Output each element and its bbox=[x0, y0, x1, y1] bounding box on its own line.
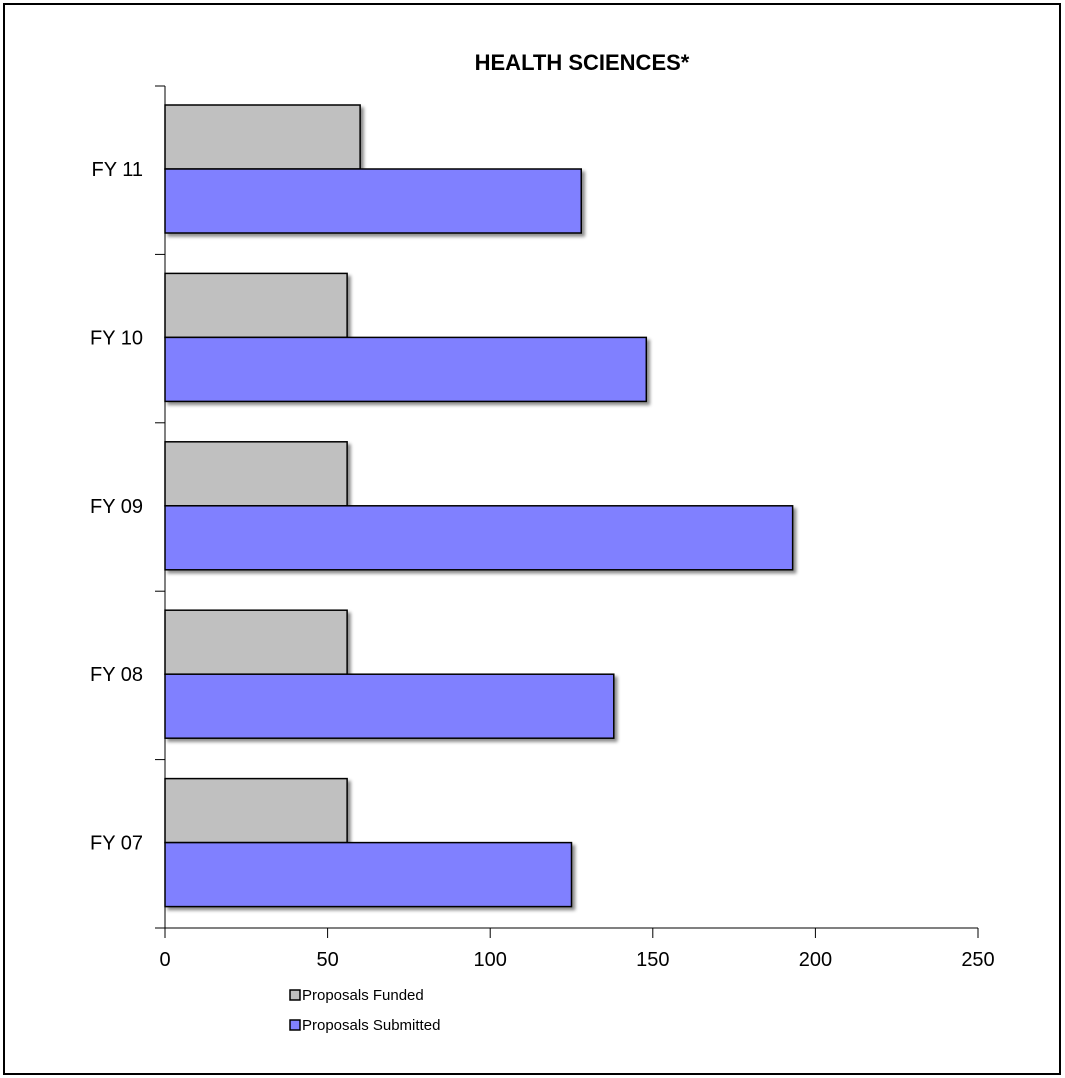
chart-title: HEALTH SCIENCES* bbox=[475, 50, 690, 75]
bar-funded-fy-07 bbox=[164, 777, 348, 844]
x-tick-label: 150 bbox=[636, 949, 669, 971]
y-tick-label: FY 07 bbox=[90, 833, 143, 855]
bar-submitted-fy-11 bbox=[164, 168, 583, 234]
bar-funded-fy-10 bbox=[164, 272, 348, 339]
y-tick-label: FY 09 bbox=[90, 496, 143, 518]
axes-layer: FY 07 FY 08 FY 09 FY 10 FY 11 0 50 100 150 200 250 bbox=[90, 85, 995, 971]
x-tick-label: 50 bbox=[316, 949, 338, 971]
x-tick-label: 250 bbox=[961, 949, 994, 971]
legend-swatch-proposals-funded bbox=[289, 989, 301, 1001]
legend-swatch-proposals-submitted bbox=[289, 1019, 301, 1031]
bar-submitted-fy-08 bbox=[164, 673, 615, 739]
legend-label: Proposals Submitted bbox=[302, 1017, 440, 1034]
bars-layer bbox=[164, 104, 794, 908]
y-tick-label: FY 11 bbox=[91, 159, 143, 181]
bar-funded-fy-08 bbox=[164, 609, 348, 675]
bar-submitted-fy-09 bbox=[164, 505, 794, 571]
legend-label: Proposals Funded bbox=[302, 987, 424, 1004]
x-tick-label: 100 bbox=[474, 949, 507, 971]
bar-submitted-fy-07 bbox=[164, 841, 573, 908]
bar-funded-fy-09 bbox=[164, 441, 348, 507]
y-tick-label: FY 10 bbox=[90, 327, 143, 349]
y-tick-label: FY 08 bbox=[90, 664, 143, 686]
bar-funded-fy-11 bbox=[164, 104, 361, 170]
bar-submitted-fy-10 bbox=[164, 336, 648, 403]
legend: Proposals Funded Proposals Submitted bbox=[289, 987, 440, 1034]
x-tick-label: 0 bbox=[159, 949, 170, 971]
x-tick-label: 200 bbox=[799, 949, 832, 971]
